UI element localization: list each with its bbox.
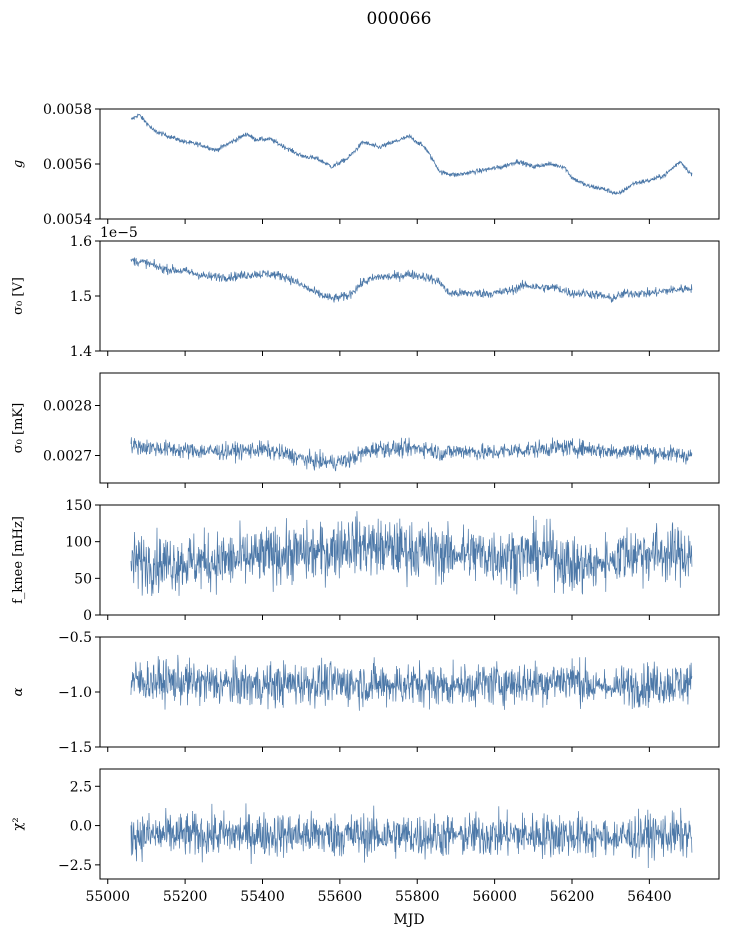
y-axis-label: σ₀ [mK] xyxy=(11,403,26,453)
offset-text: 1e−5 xyxy=(100,225,138,241)
axes-frame xyxy=(99,768,720,880)
y-tick-label: 1.4 xyxy=(70,344,92,360)
figure-title: 000066 xyxy=(367,9,432,29)
panel-2: 1.4 1.5 1.6 σ₀ [V] 1e−5 xyxy=(11,225,720,360)
y-tick-label: 150 xyxy=(65,498,92,514)
series-trace xyxy=(130,803,693,869)
axes-frame xyxy=(99,372,720,484)
y-tick-label: 0.0027 xyxy=(43,449,92,465)
x-tick-label: 55000 xyxy=(85,889,130,905)
y-tick-label: 2.5 xyxy=(70,779,92,795)
panel-3: 0.0027 0.0028 σ₀ [mK] xyxy=(11,372,720,488)
y-axis-label: α xyxy=(11,687,26,696)
panel-4: 0 50 100 150 f_knee [mHz] xyxy=(11,498,720,624)
x-tick-label: 56000 xyxy=(472,889,517,905)
x-tick-label: 55200 xyxy=(163,889,208,905)
x-tick-label: 56200 xyxy=(550,889,595,905)
y-tick-label: 1.5 xyxy=(70,289,92,305)
y-tick-label: −0.5 xyxy=(58,630,92,646)
panel-6: −2.5 0.0 2.5 55000 55200 55400 55600 55800 56000… xyxy=(11,768,720,905)
y-tick-label: −1.0 xyxy=(58,685,92,701)
series-trace xyxy=(130,257,693,303)
y-axis-label: σ₀ [V] xyxy=(11,277,26,315)
y-tick-label: 0.0 xyxy=(70,819,92,835)
axes-frame xyxy=(99,108,720,220)
panel-1: 0.0054 0.0056 0.0058 g xyxy=(11,102,720,228)
y-tick-label: 1.6 xyxy=(70,234,92,250)
axes-frame xyxy=(99,240,720,352)
y-axis-label: χ² xyxy=(11,817,26,830)
x-tick-label: 56400 xyxy=(627,889,672,905)
y-tick-label: 0 xyxy=(83,608,92,624)
y-tick-label: 100 xyxy=(65,535,92,551)
y-tick-label: 50 xyxy=(74,571,92,587)
y-axis-label: f_knee [mHz] xyxy=(11,516,26,604)
y-tick-label: 0.0028 xyxy=(43,399,92,415)
y-tick-label: 0.0054 xyxy=(43,212,92,228)
axes-frame xyxy=(99,504,720,616)
series-trace xyxy=(130,113,693,195)
panel-5: −1.5 −1.0 −0.5 α xyxy=(11,630,720,756)
x-tick-label: 55400 xyxy=(240,889,285,905)
x-tick-label: 55600 xyxy=(318,889,363,905)
x-tick-label: 55800 xyxy=(395,889,440,905)
x-axis-label: MJD xyxy=(393,912,424,928)
series-trace xyxy=(130,437,693,472)
series-trace xyxy=(130,654,693,711)
y-axis-label: g xyxy=(11,160,26,168)
y-tick-label: −2.5 xyxy=(58,858,92,874)
y-tick-label: 0.0058 xyxy=(43,102,92,118)
y-tick-label: 0.0056 xyxy=(43,157,92,173)
y-tick-label: −1.5 xyxy=(58,740,92,756)
series-trace xyxy=(130,511,693,596)
